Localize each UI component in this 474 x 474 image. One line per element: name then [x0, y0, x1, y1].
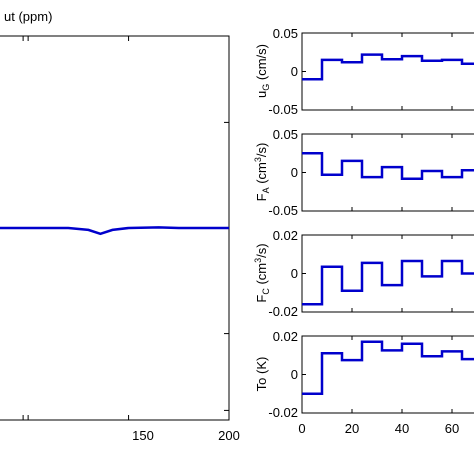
panel-to-xtick-40: 40 — [395, 421, 409, 436]
panel-ug-frame — [301, 32, 474, 111]
panel-fc-ytick-bottom: -0.02 — [268, 304, 298, 319]
panel-fa-frame — [301, 133, 474, 212]
panel-fa-ylabel: FA (cm3/s) — [253, 143, 271, 202]
panel-to-ytick-top: 0.02 — [273, 329, 298, 344]
panel-fc: 0.02 0 -0.02 FC (cm3/s) — [253, 228, 474, 319]
left-series-group — [0, 226, 229, 236]
panel-fc-series-group — [302, 259, 474, 306]
left-plot: ut (ppm) 150 200 — [0, 9, 240, 443]
panel-ug-ytick-zero: 0 — [291, 64, 298, 79]
panel-to-ytick-zero: 0 — [291, 367, 298, 382]
panel-to-ylabel: To (K) — [254, 357, 269, 392]
panel-ug-ytick-top: 0.05 — [273, 26, 298, 41]
panel-ug: 0.05 0 -0.05 uG (cm/s) — [254, 26, 474, 117]
panel-fa-ytick-top: 0.05 — [273, 127, 298, 142]
panel-fa-ytick-zero: 0 — [291, 165, 298, 180]
panel-fc-frame — [301, 234, 474, 313]
panel-fc-series-line — [302, 259, 474, 306]
panel-to-xtick-60: 60 — [445, 421, 459, 436]
left-series-line — [0, 226, 229, 236]
panel-ug-ylabel: uG (cm/s) — [254, 44, 271, 98]
panel-fa: 0.05 0 -0.05 FA (cm3/s) — [253, 127, 474, 218]
panel-to-frame — [301, 335, 474, 414]
panel-ug-tick-marks — [301, 32, 453, 111]
panel-ug-ytick-bottom: -0.05 — [268, 102, 298, 117]
panel-to-xtick-0: 0 — [298, 421, 305, 436]
panel-to-series-line — [302, 340, 474, 396]
left-ylabel: ut (ppm) — [4, 9, 52, 24]
panel-ug-series-line — [302, 53, 474, 81]
panel-to-ytick-bottom: -0.02 — [268, 405, 298, 420]
panel-fa-series-line — [302, 152, 474, 180]
panel-to-tick-marks — [301, 335, 453, 414]
panel-fa-tick-marks — [301, 133, 453, 212]
panel-fc-ylabel: FC (cm3/s) — [253, 243, 271, 302]
panel-to: 0.02 0 -0.02 To (K) 0 20 40 60 — [254, 329, 474, 436]
panel-fa-series-group — [302, 152, 474, 180]
panel-to-xtick-20: 20 — [345, 421, 359, 436]
left-x-tick-label-200: 200 — [218, 428, 240, 443]
panel-fc-ytick-zero: 0 — [291, 266, 298, 281]
panel-fa-ytick-bottom: -0.05 — [268, 203, 298, 218]
left-x-tick-label-150: 150 — [132, 428, 154, 443]
panel-ug-series-group — [302, 53, 474, 81]
panel-to-series-group — [302, 340, 474, 396]
panel-fc-ytick-top: 0.02 — [273, 228, 298, 243]
panel-fc-tick-marks — [301, 234, 453, 313]
